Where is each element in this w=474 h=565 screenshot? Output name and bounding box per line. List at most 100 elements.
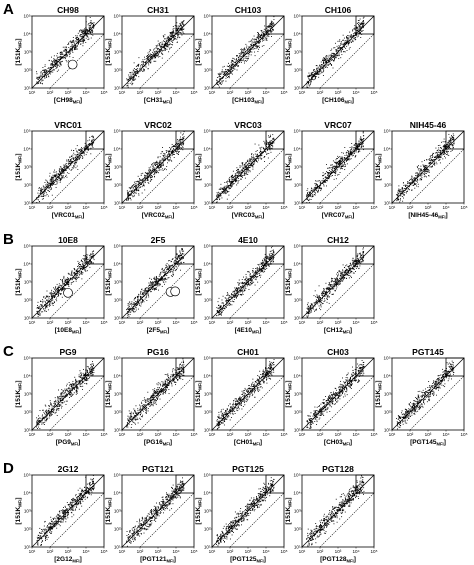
- data-point: [329, 57, 331, 59]
- data-point: [242, 163, 243, 165]
- data-point: [363, 138, 365, 139]
- data-point: [238, 172, 240, 174]
- data-point: [53, 175, 55, 177]
- data-point: [77, 40, 79, 42]
- data-point: [417, 173, 419, 175]
- data-point: [158, 162, 160, 163]
- data-point: [314, 188, 316, 190]
- data-point: [45, 188, 47, 190]
- data-point: [417, 175, 419, 177]
- data-point: [162, 40, 164, 42]
- data-point: [181, 139, 182, 140]
- data-point: [329, 173, 331, 174]
- data-point: [247, 159, 249, 161]
- data-point: [397, 192, 399, 194]
- data-point: [220, 195, 222, 197]
- data-point: [57, 175, 59, 177]
- data-point: [249, 47, 251, 49]
- data-point: [323, 63, 325, 65]
- data-point: [162, 162, 164, 164]
- data-point: [327, 172, 329, 174]
- data-point: [442, 153, 444, 155]
- data-point: [134, 74, 136, 76]
- data-point: [433, 153, 435, 155]
- data-point: [82, 32, 84, 34]
- data-point: [247, 173, 249, 175]
- data-point: [40, 190, 42, 192]
- data-point: [316, 73, 318, 75]
- data-point: [348, 159, 350, 161]
- data-point: [261, 34, 263, 36]
- data-point: [90, 21, 92, 23]
- data-point: [127, 193, 129, 195]
- data-point: [81, 31, 83, 33]
- data-point: [263, 30, 265, 32]
- data-point: [142, 59, 144, 61]
- data-point: [68, 160, 70, 162]
- data-point: [247, 168, 248, 170]
- data-point: [425, 173, 427, 174]
- data-point: [352, 35, 354, 37]
- data-point: [443, 145, 445, 147]
- data-point: [84, 142, 86, 144]
- data-point: [55, 63, 57, 64]
- data-point: [260, 34, 262, 36]
- data-point: [268, 26, 270, 28]
- data-point: [240, 172, 241, 174]
- data-point: [333, 168, 335, 170]
- data-point: [255, 38, 257, 40]
- data-point: [174, 149, 176, 151]
- data-point: [254, 51, 256, 53]
- data-point: [43, 70, 45, 72]
- data-point: [89, 25, 91, 27]
- data-point: [69, 161, 71, 163]
- data-point: [249, 40, 251, 42]
- data-point: [310, 82, 311, 84]
- data-point: [167, 39, 169, 41]
- data-point: [56, 60, 58, 62]
- data-point: [160, 164, 162, 166]
- data-point: [79, 40, 81, 42]
- data-point: [241, 177, 243, 179]
- data-point: [356, 146, 358, 148]
- data-point: [311, 73, 313, 75]
- data-point: [350, 149, 352, 151]
- data-point: [435, 156, 437, 158]
- data-point: [75, 45, 76, 47]
- y-tick-label: 10¹: [114, 201, 121, 206]
- data-point: [323, 69, 325, 71]
- data-point: [266, 39, 268, 41]
- data-point: [164, 168, 166, 169]
- data-point: [219, 195, 221, 197]
- data-point: [327, 174, 329, 176]
- data-point: [355, 39, 357, 40]
- data-point: [160, 50, 162, 52]
- data-point: [341, 157, 343, 159]
- data-point: [448, 133, 450, 135]
- data-point: [249, 48, 251, 50]
- data-point: [331, 164, 333, 166]
- data-point: [339, 156, 341, 158]
- data-point: [446, 149, 448, 151]
- y-tick-label: 10¹: [114, 86, 121, 91]
- data-point: [233, 68, 235, 70]
- data-point: [310, 195, 312, 197]
- data-point: [91, 140, 93, 142]
- data-point: [246, 50, 248, 52]
- data-point: [45, 69, 47, 71]
- data-point: [348, 157, 350, 159]
- data-point: [351, 37, 353, 38]
- data-point: [89, 27, 91, 29]
- x-tick-label: 10¹: [299, 205, 306, 210]
- data-point: [169, 155, 171, 157]
- data-point: [56, 59, 58, 61]
- data-point: [440, 147, 442, 149]
- data-point: [429, 161, 431, 163]
- data-point: [257, 155, 259, 157]
- data-point: [411, 182, 413, 184]
- data-point: [73, 46, 75, 48]
- x-tick-label: 10⁵: [100, 205, 107, 210]
- data-point: [148, 62, 149, 64]
- data-point: [243, 167, 245, 169]
- data-point: [81, 150, 83, 152]
